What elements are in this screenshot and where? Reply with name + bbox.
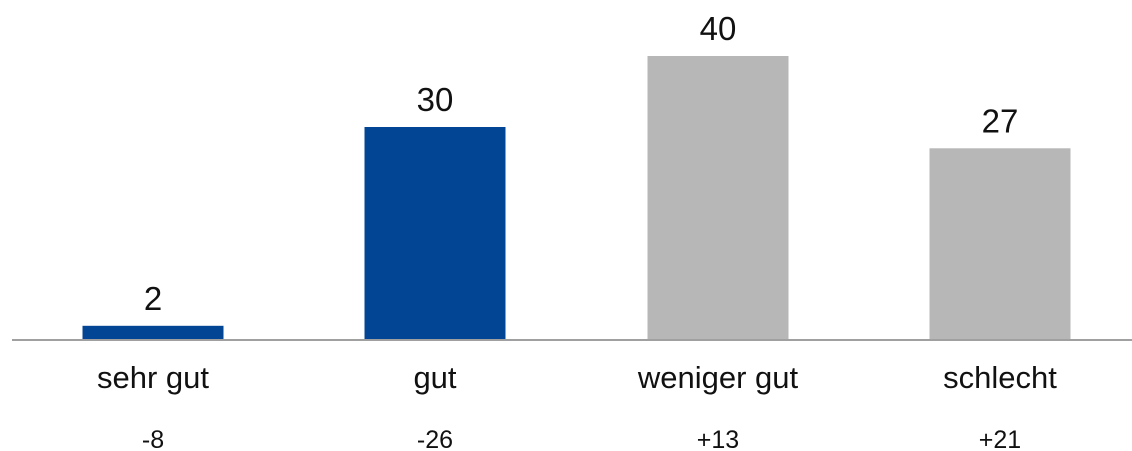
change-labels-group: -8 -26 +13 +21 — [142, 426, 1021, 451]
category-label-schlecht: schlecht — [943, 360, 1057, 395]
value-label-weniger-gut: 40 — [700, 10, 737, 47]
value-labels-group: 2 30 40 27 — [144, 10, 1019, 317]
bar-gut — [364, 127, 506, 340]
value-label-sehr-gut: 2 — [144, 280, 162, 317]
bars-group — [82, 56, 1071, 340]
bar-weniger-gut — [647, 56, 789, 340]
change-label-gut: -26 — [417, 426, 453, 451]
value-label-schlecht: 27 — [982, 102, 1019, 139]
change-label-sehr-gut: -8 — [142, 426, 164, 451]
value-label-gut: 30 — [417, 81, 454, 118]
category-label-sehr-gut: sehr gut — [97, 360, 209, 395]
category-label-gut: gut — [413, 360, 456, 395]
bar-schlecht — [929, 148, 1071, 340]
bar-sehr-gut — [82, 325, 224, 340]
change-label-schlecht: +21 — [979, 426, 1021, 451]
category-label-weniger-gut: weniger gut — [637, 360, 799, 395]
category-labels-group: sehr gut gut weniger gut schlecht — [97, 360, 1057, 395]
change-label-weniger-gut: +13 — [697, 426, 739, 451]
